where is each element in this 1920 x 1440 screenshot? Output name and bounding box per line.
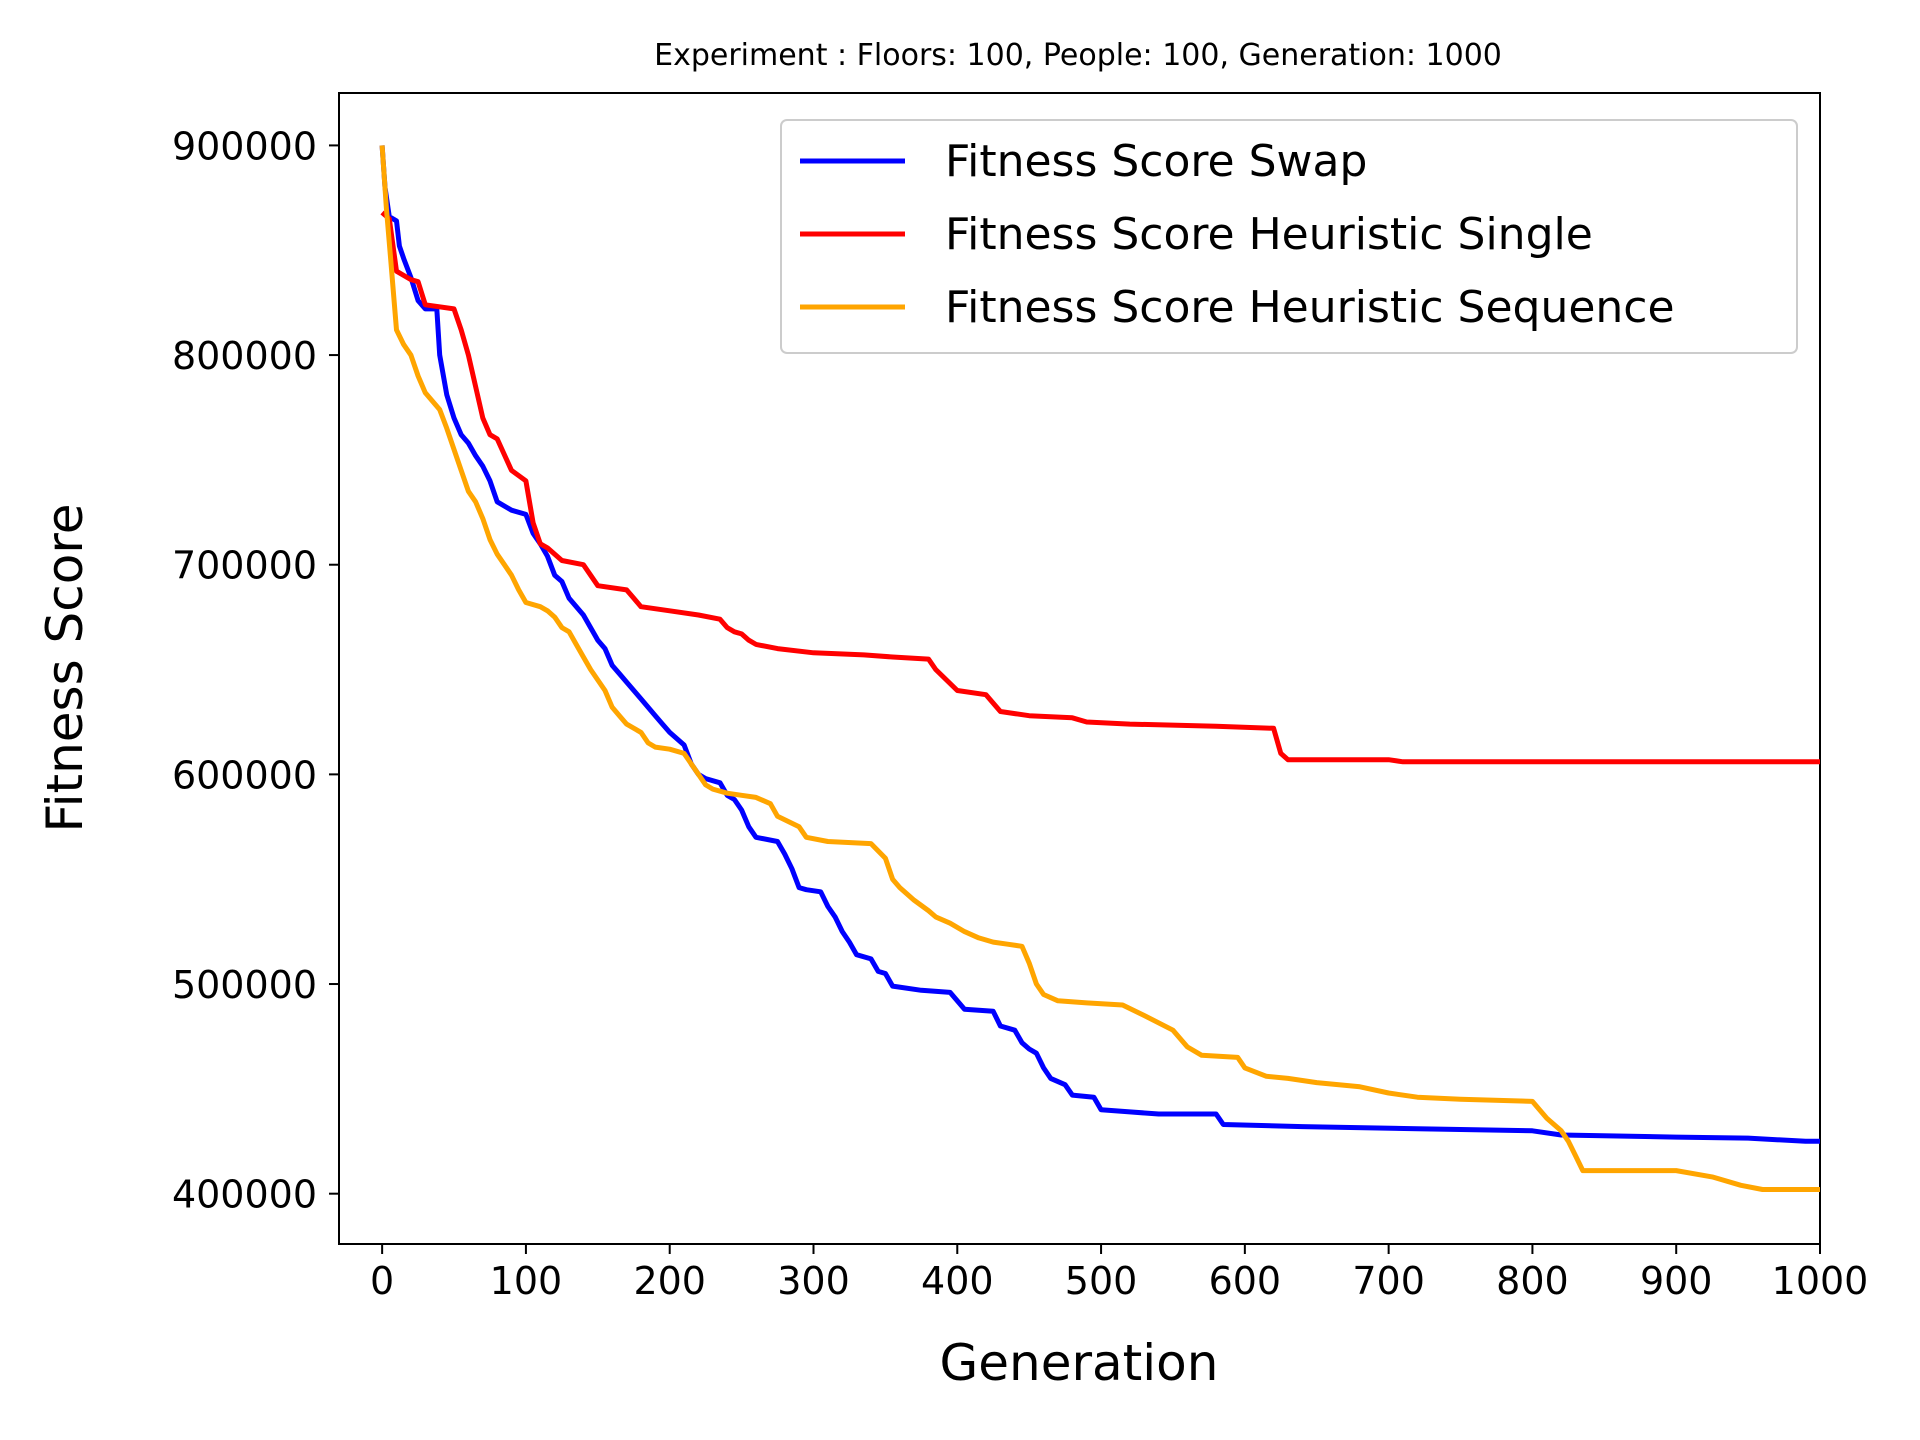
plot-area (338, 92, 1821, 1245)
x-tick-label: 400 (921, 1259, 994, 1303)
x-tick-label: 900 (1640, 1259, 1713, 1303)
legend-label-1: Fitness Score Heuristic Single (945, 209, 1593, 260)
legend-label-0: Fitness Score Swap (945, 136, 1367, 187)
x-tick-label: 300 (777, 1259, 850, 1303)
series-line-0 (379, 145, 1820, 1144)
y-tick-label: 800000 (172, 334, 317, 378)
chart-title: Experiment : Floors: 100, People: 100, G… (654, 38, 1502, 73)
series-line-2 (379, 145, 1820, 1192)
y-tick-label: 400000 (172, 1173, 317, 1217)
y-tick-label: 500000 (172, 963, 317, 1007)
y-tick-label: 900000 (172, 124, 317, 168)
legend-label-2: Fitness Score Heuristic Sequence (945, 282, 1675, 333)
series-line-1 (380, 210, 1820, 765)
y-tick-label: 700000 (172, 544, 317, 588)
x-tick-label: 500 (1065, 1259, 1138, 1303)
legend-frame (780, 119, 1798, 354)
x-axis: 0 100 200 300 400 500 600 700 800 900 1000 (370, 1244, 1868, 1303)
x-tick-label: 100 (490, 1259, 563, 1303)
y-axis-label: Fitness Score (36, 503, 94, 832)
x-tick-label: 800 (1496, 1259, 1569, 1303)
y-axis: 400000 500000 600000 700000 800000 900000 (172, 124, 339, 1217)
x-tick-label: 200 (633, 1259, 706, 1303)
series-lines (379, 145, 1820, 1192)
plot-frame (338, 92, 1821, 1245)
x-tick-label: 600 (1209, 1259, 1282, 1303)
x-axis-label: Generation (940, 1334, 1219, 1392)
legend: Fitness Score Swap Fitness Score Heuristi… (780, 119, 1798, 354)
x-tick-label: 0 (370, 1259, 394, 1303)
x-tick-label: 700 (1352, 1259, 1425, 1303)
x-tick-label: 1000 (1772, 1259, 1869, 1303)
y-tick-label: 600000 (172, 753, 317, 797)
